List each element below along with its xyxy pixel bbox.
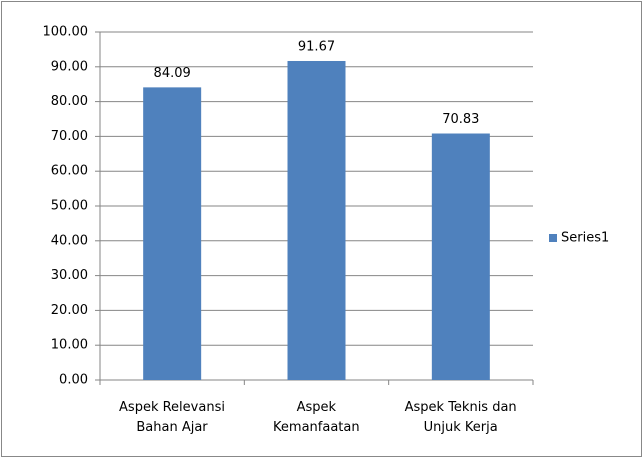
y-tick-label: 20.00	[51, 303, 88, 318]
x-tick-label: Aspek Kemanfaatan	[273, 400, 360, 435]
y-tick-label: 80.00	[51, 94, 88, 109]
y-tick-label: 0.00	[59, 373, 88, 388]
bar	[431, 133, 490, 380]
legend-label: Series1	[561, 231, 609, 246]
y-tick-label: 10.00	[51, 338, 88, 353]
legend-swatch	[549, 234, 557, 242]
y-tick-label: 50.00	[51, 199, 88, 214]
y-tick-label: 40.00	[51, 233, 88, 248]
y-tick-label: 70.00	[51, 129, 88, 144]
y-tick-label: 90.00	[51, 59, 88, 74]
bar	[143, 87, 202, 381]
y-tick-label: 30.00	[51, 268, 88, 283]
y-tick-label: 100.00	[43, 25, 89, 40]
y-tick-label: 60.00	[51, 164, 88, 179]
data-label: 84.09	[154, 66, 191, 81]
bar	[287, 60, 346, 380]
x-tick-label: Aspek Teknis dan Unjuk Kerja	[404, 400, 517, 435]
x-tick-label: Aspek Relevansi Bahan Ajar	[119, 400, 225, 435]
data-label: 70.83	[442, 112, 479, 127]
data-label: 91.67	[298, 39, 335, 54]
